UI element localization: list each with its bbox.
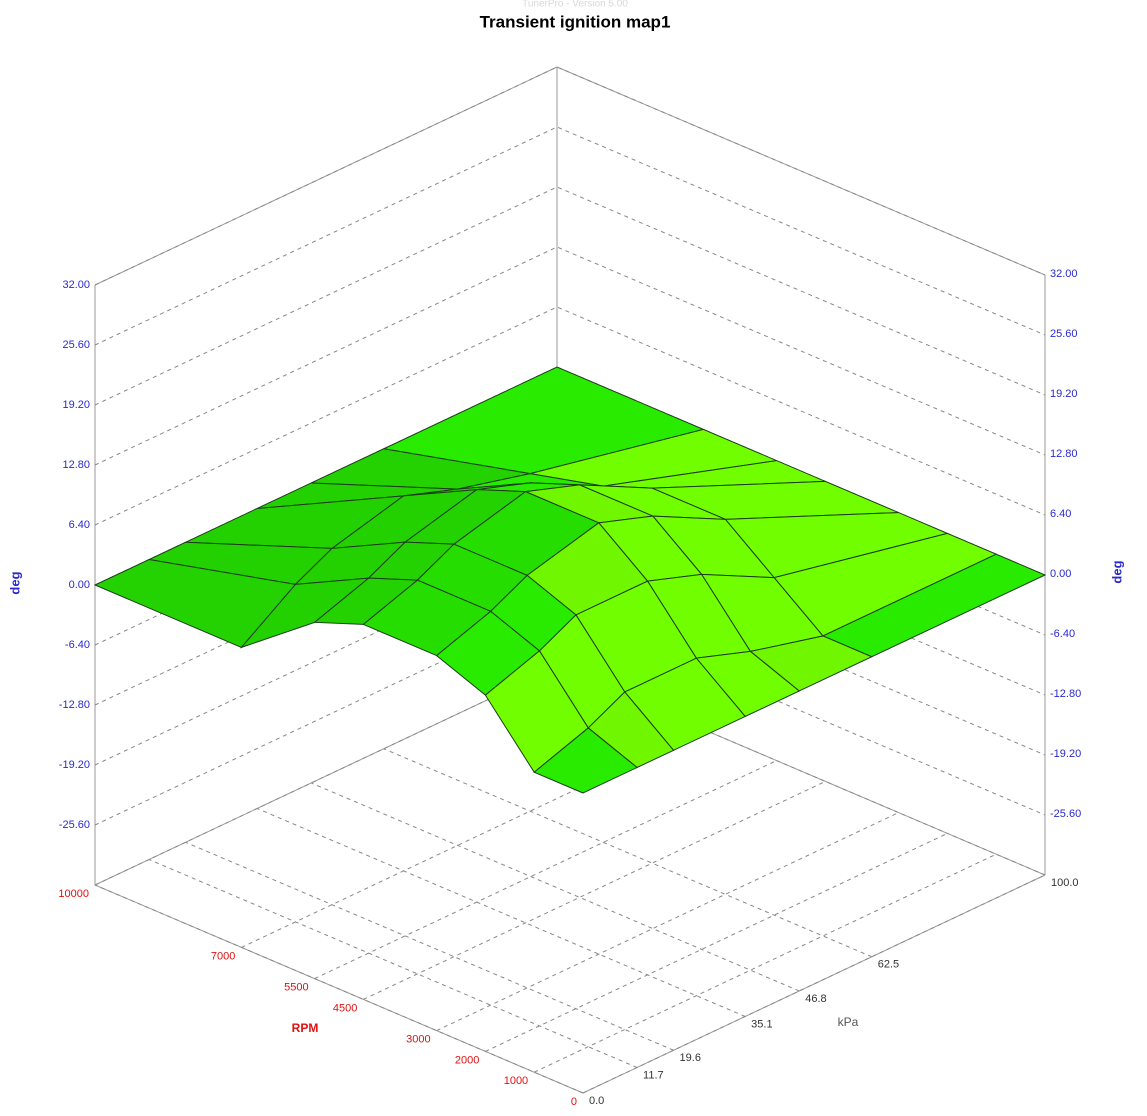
z-tick-label: 32.00 xyxy=(1050,268,1078,280)
z-axis-label: deg xyxy=(7,571,22,594)
chart-subtitle: TunerPro - Version 5.00 xyxy=(522,0,628,10)
z-tick-label: 32.00 xyxy=(62,279,90,291)
z-tick-label: -25.60 xyxy=(1050,808,1081,820)
x-axis-label: RPM xyxy=(292,1021,319,1035)
grid-line xyxy=(256,808,746,1017)
z-axis-label: deg xyxy=(1109,560,1124,583)
grid-line xyxy=(94,66,1046,286)
y-tick-label: 35.1 xyxy=(751,1018,772,1030)
grid-line xyxy=(533,853,997,1073)
y-axis-label: kPa xyxy=(838,1015,859,1029)
grid-line xyxy=(94,884,584,1094)
grid-line xyxy=(94,666,558,886)
z-tick-label: -6.40 xyxy=(1050,628,1075,640)
z-tick-label: -6.40 xyxy=(65,639,90,651)
y-tick-label: 11.7 xyxy=(643,1069,664,1081)
grid-line xyxy=(363,780,826,1000)
grid-line xyxy=(314,760,777,980)
z-tick-label: 0.00 xyxy=(1050,568,1071,580)
z-tick-label: -19.20 xyxy=(1050,748,1081,760)
y-tick-label: 19.6 xyxy=(680,1052,701,1064)
x-tick-label: 3000 xyxy=(406,1034,430,1046)
grid-line xyxy=(94,546,1046,766)
y-tick-label: 46.8 xyxy=(805,993,826,1005)
x-tick-label: 1000 xyxy=(504,1075,528,1087)
grid-line xyxy=(94,606,1046,826)
z-tick-label: 0.00 xyxy=(69,579,90,591)
grid-line xyxy=(185,841,674,1051)
chart-title: Transient ignition map1 xyxy=(480,12,671,31)
z-tick-label: 6.40 xyxy=(69,519,90,531)
x-tick-label: 4500 xyxy=(333,1002,357,1014)
y-tick-label: 100.0 xyxy=(1051,877,1079,889)
x-tick-label: 0 xyxy=(571,1096,577,1108)
z-tick-label: 19.20 xyxy=(62,399,90,411)
grid-line xyxy=(94,126,1046,346)
z-tick-label: -25.60 xyxy=(59,819,90,831)
grid-line xyxy=(94,306,1046,526)
grid-line xyxy=(148,859,638,1068)
z-tick-label: 12.80 xyxy=(62,459,90,471)
grid-line xyxy=(94,246,1046,466)
z-tick-label: 25.60 xyxy=(62,339,90,351)
z-tick-label: 19.20 xyxy=(1050,388,1078,400)
z-tick-label: -12.80 xyxy=(1050,688,1081,700)
z-tick-label: -12.80 xyxy=(59,699,90,711)
grid-line xyxy=(311,782,800,992)
grid-line xyxy=(94,186,1046,406)
grid-line xyxy=(436,812,899,1032)
x-tick-label: 5500 xyxy=(284,982,308,994)
grid-line xyxy=(485,832,948,1052)
z-tick-label: 12.80 xyxy=(1050,448,1078,460)
z-tick-label: 6.40 xyxy=(1050,508,1071,520)
x-tick-label: 10000 xyxy=(58,888,89,900)
z-tick-label: 25.60 xyxy=(1050,328,1078,340)
x-tick-label: 2000 xyxy=(455,1054,479,1066)
y-tick-label: 62.5 xyxy=(878,959,899,971)
grid-line xyxy=(383,748,872,958)
z-tick-label: -19.20 xyxy=(59,759,90,771)
y-tick-label: 0.0 xyxy=(589,1095,604,1107)
grid-line xyxy=(582,874,1046,1094)
x-tick-label: 7000 xyxy=(211,950,235,962)
surface-cell xyxy=(533,727,638,794)
